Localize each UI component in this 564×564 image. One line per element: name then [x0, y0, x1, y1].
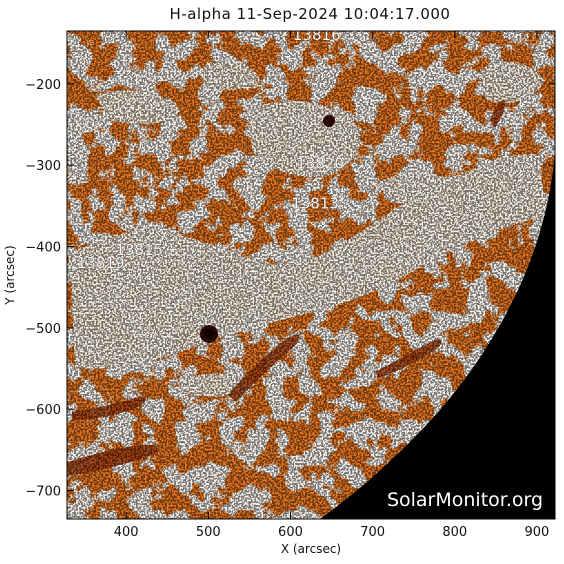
x-axis: 400 500 600 700 800 900	[114, 31, 550, 540]
y-tick-label: −500	[25, 322, 61, 337]
x-tick-label: 400	[114, 525, 139, 540]
active-region-label: 13820	[296, 155, 344, 173]
y-tick-label: −300	[25, 159, 61, 174]
y-axis: −200 −300 −400 −500 −600 −700	[25, 78, 555, 500]
active-region-label: 13819	[77, 254, 125, 272]
y-tick-label: −600	[25, 403, 61, 418]
y-tick-label: −700	[25, 485, 61, 500]
plot-frame	[66, 30, 556, 520]
x-tick-label: 900	[525, 525, 550, 540]
x-tick-label: 500	[196, 525, 221, 540]
x-axis-label: X (arcsec)	[281, 542, 341, 556]
x-tick-label: 800	[442, 525, 467, 540]
off-limb-sky	[320, 150, 555, 519]
active-region-label: 13815	[115, 241, 163, 259]
y-tick-label: −400	[25, 241, 61, 256]
y-axis-label: Y (arcsec)	[3, 245, 17, 305]
y-tick-label: −200	[25, 78, 61, 93]
x-tick-label: 700	[360, 525, 385, 540]
x-tick-label: 600	[278, 525, 303, 540]
active-region-label: 13816	[293, 26, 341, 44]
active-region-label: 13811	[488, 18, 536, 36]
plot-title: H-alpha 11-Sep-2024 10:04:17.000	[169, 5, 451, 23]
active-region-label: 13813	[291, 194, 339, 212]
watermark: SolarMonitor.org	[387, 489, 543, 511]
